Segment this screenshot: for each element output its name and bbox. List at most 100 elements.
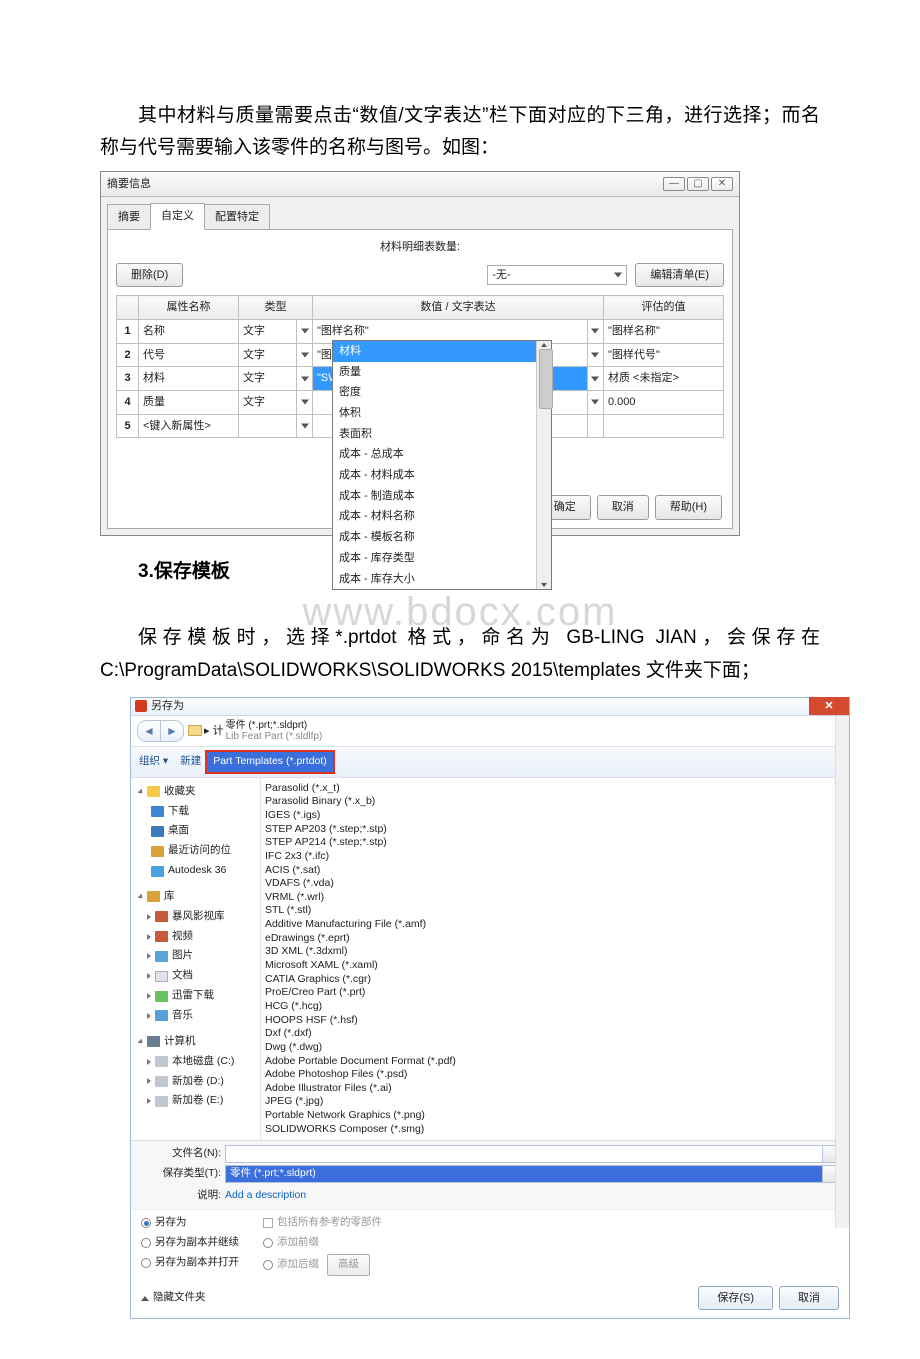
cancel-button[interactable]: 取消 [779,1286,839,1311]
help-button[interactable]: 帮助(H) [655,495,722,520]
format-option[interactable]: JPEG (*.jpg) [265,1095,849,1109]
dropdown-option[interactable]: 成本 - 模板名称 [333,527,551,548]
prop-type[interactable]: 文字 [239,320,297,344]
sidebar-download[interactable]: 下载 [168,803,189,821]
radio-saveas-continue[interactable]: 另存为副本并继续 [141,1234,239,1252]
new-folder-label[interactable]: 新建 [180,753,201,771]
tab-config[interactable]: 配置特定 [204,204,270,230]
format-option[interactable]: Parasolid (*.x_t) [265,782,849,796]
dropdown-option[interactable]: 体积 [333,403,551,424]
sidebar-disk-c[interactable]: 本地磁盘 (C:) [172,1053,234,1071]
close-button[interactable]: ✕ [711,177,733,191]
radio-add-prefix[interactable]: 添加前缀 [263,1234,382,1252]
file-type-list[interactable]: Parasolid (*.x_t) Parasolid Binary (*.x_… [261,778,849,1141]
prop-type[interactable]: 文字 [239,367,297,391]
sidebar-favorites[interactable]: 收藏夹 [164,783,196,801]
format-option[interactable]: HOOPS HSF (*.hsf) [265,1014,849,1028]
dropdown-option[interactable]: 成本 - 总成本 [333,444,551,465]
prop-type[interactable]: 文字 [239,343,297,367]
minimize-button[interactable]: — [663,177,685,191]
breadcrumb-path[interactable]: ▸ 计 零件 (*.prt;*.sldprt) Lib Feat Part (*… [188,720,843,742]
sidebar-recent[interactable]: 最近访问的位 [168,842,231,860]
format-option[interactable]: Additive Manufacturing File (*.amf) [265,918,849,932]
organize-menu[interactable]: 组织 ▾ [139,753,168,771]
format-option[interactable]: Dwg (*.dwg) [265,1041,849,1055]
close-button[interactable]: ✕ [809,697,849,715]
sidebar-disk-e[interactable]: 新加卷 (E:) [172,1092,223,1110]
format-option[interactable]: IFC 2x3 (*.ifc) [265,850,849,864]
format-option[interactable]: Adobe Photoshop Files (*.psd) [265,1068,849,1082]
sidebar-xunlei[interactable]: 迅雷下载 [172,987,214,1005]
prop-name[interactable]: 代号 [139,343,239,367]
dropdown-option[interactable]: 成本 - 材料名称 [333,506,551,527]
format-option[interactable]: Portable Network Graphics (*.png) [265,1109,849,1123]
sidebar-disk-d[interactable]: 新加卷 (D:) [172,1073,224,1091]
format-option[interactable]: STL (*.stl) [265,904,849,918]
tab-custom[interactable]: 自定义 [150,203,205,230]
check-include-refs[interactable]: 包括所有参考的零部件 [263,1214,382,1232]
savetype-select[interactable]: 零件 (*.prt;*.sldprt) [225,1165,839,1183]
format-option[interactable]: VRML (*.wrl) [265,891,849,905]
value-dropdown-icon[interactable] [587,391,603,415]
maximize-button[interactable]: ▢ [687,177,709,191]
dialog2-scrollbar[interactable] [835,716,849,1229]
dropdown-option[interactable]: 表面积 [333,424,551,445]
format-option[interactable]: 3D XML (*.3dxml) [265,945,849,959]
sidebar-bfvideo[interactable]: 暴风影视库 [172,908,225,926]
advanced-button[interactable]: 高级 [327,1254,370,1276]
prop-name[interactable]: 名称 [139,320,239,344]
radio-add-suffix[interactable]: 添加后缀 [263,1256,319,1274]
nav-forward-button[interactable]: ► [160,720,184,742]
format-option[interactable]: Dxf (*.dxf) [265,1027,849,1041]
save-button[interactable]: 保存(S) [698,1286,773,1311]
dropdown-option[interactable]: 密度 [333,382,551,403]
value-dropdown-list[interactable]: 材料 质量 密度 体积 表面积 成本 - 总成本 成本 - 材料成本 成本 - … [332,340,552,590]
format-option[interactable]: Microsoft XAML (*.xaml) [265,959,849,973]
format-option[interactable]: eDrawings (*.eprt) [265,932,849,946]
format-option[interactable]: STEP AP214 (*.step;*.stp) [265,836,849,850]
edit-list-button[interactable]: 编辑清单(E) [635,263,724,288]
delete-button[interactable]: 删除(D) [116,263,183,288]
dropdown-scrollbar[interactable] [536,341,551,589]
format-option[interactable]: SOLIDWORKS Composer (*.smg) [265,1123,849,1137]
radio-saveas[interactable]: 另存为 [141,1214,239,1232]
prop-name-new[interactable]: <键入新属性> [139,414,239,438]
type-dropdown-icon[interactable] [297,343,313,367]
filename-input[interactable] [225,1145,839,1163]
format-option[interactable]: CATIA Graphics (*.cgr) [265,973,849,987]
format-option[interactable]: Adobe Illustrator Files (*.ai) [265,1082,849,1096]
dropdown-option[interactable]: 材料 [333,341,551,362]
value-dropdown-icon[interactable] [587,320,603,344]
sidebar-library[interactable]: 库 [164,888,175,906]
tab-summary[interactable]: 摘要 [107,204,151,230]
type-dropdown-icon[interactable] [297,391,313,415]
nav-back-button[interactable]: ◄ [137,720,161,742]
sidebar-picture[interactable]: 图片 [172,947,193,965]
bom-qty-select[interactable]: -无- [487,265,627,285]
prop-name[interactable]: 材料 [139,367,239,391]
highlighted-template-type[interactable]: Part Templates (*.prtdot) [205,750,335,774]
format-option[interactable]: HCG (*.hcg) [265,1000,849,1014]
sidebar-doc[interactable]: 文档 [172,967,193,985]
sidebar-computer[interactable]: 计算机 [164,1033,196,1051]
dropdown-option[interactable]: 成本 - 制造成本 [333,486,551,507]
radio-saveas-open[interactable]: 另存为副本并打开 [141,1254,239,1272]
sidebar-a360[interactable]: Autodesk 36 [168,862,226,880]
sidebar-music[interactable]: 音乐 [172,1007,193,1025]
format-option[interactable]: ProE/Creo Part (*.prt) [265,986,849,1000]
description-link[interactable]: Add a description [225,1189,306,1201]
sidebar-desktop[interactable]: 桌面 [168,822,189,840]
prop-name[interactable]: 质量 [139,391,239,415]
sidebar-video[interactable]: 视频 [172,928,193,946]
type-dropdown-icon[interactable] [297,320,313,344]
type-dropdown-icon[interactable] [297,414,313,438]
dropdown-option[interactable]: 成本 - 库存类型 [333,548,551,569]
dropdown-option[interactable]: 质量 [333,362,551,383]
format-option[interactable]: STEP AP203 (*.step;*.stp) [265,823,849,837]
cancel-button[interactable]: 取消 [597,495,649,520]
format-option[interactable]: ACIS (*.sat) [265,864,849,878]
format-option[interactable]: VDAFS (*.vda) [265,877,849,891]
value-dropdown-icon[interactable] [587,367,603,391]
dropdown-option[interactable]: 成本 - 库存大小 [333,569,551,590]
format-option[interactable]: IGES (*.igs) [265,809,849,823]
